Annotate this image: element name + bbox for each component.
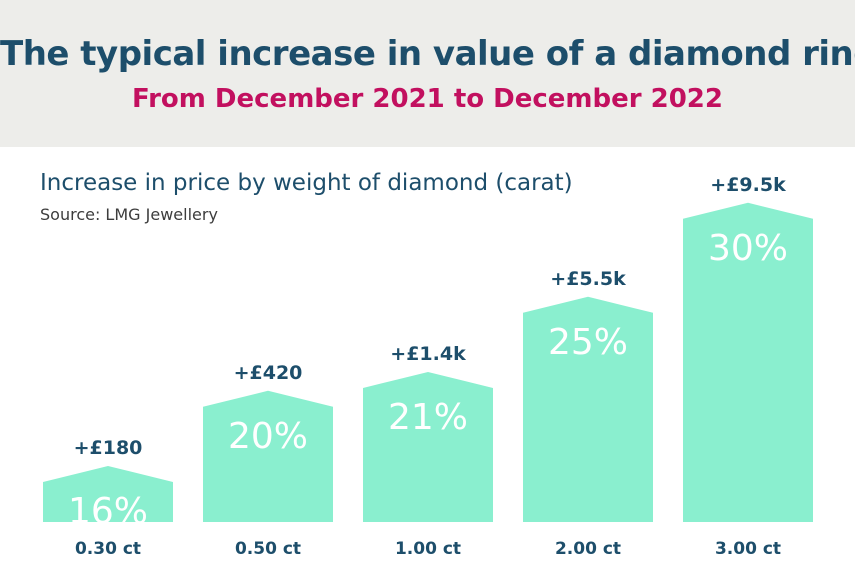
- header-band: The typical increase in value of a diamo…: [0, 0, 855, 147]
- bar-percent-label: 25%: [548, 322, 628, 363]
- bar-price-label: +£180: [74, 437, 143, 459]
- bar-percent-label: 16%: [68, 491, 148, 532]
- bar-percent-label: 21%: [388, 397, 468, 438]
- bar-price-label: +£5.5k: [550, 268, 626, 290]
- bar-2-00-ct: [523, 296, 653, 522]
- page-subtitle: From December 2021 to December 2022: [132, 84, 723, 114]
- bar-percent-label: 30%: [708, 228, 788, 269]
- bar-price-label: +£9.5k: [710, 174, 786, 196]
- x-tick-label: 3.00 ct: [715, 539, 781, 559]
- bar-price-label: +£1.4k: [390, 343, 466, 365]
- bar-0-50-ct: [203, 390, 333, 522]
- chart-title: Increase in price by weight of diamond (…: [40, 170, 573, 196]
- bar-percent-label: 20%: [228, 416, 308, 457]
- bar-1-00-ct: [363, 371, 493, 522]
- x-tick-label: 0.50 ct: [235, 539, 301, 559]
- chart-source: Source: LMG Jewellery: [40, 205, 218, 224]
- bar-0-30-ct: [43, 465, 173, 522]
- bar-3-00-ct: [683, 202, 813, 523]
- bar-price-label: +£420: [234, 362, 303, 384]
- page-title: The typical increase in value of a diamo…: [0, 34, 855, 74]
- x-tick-label: 1.00 ct: [395, 539, 461, 559]
- x-tick-label: 2.00 ct: [555, 539, 621, 559]
- x-tick-label: 0.30 ct: [75, 539, 141, 559]
